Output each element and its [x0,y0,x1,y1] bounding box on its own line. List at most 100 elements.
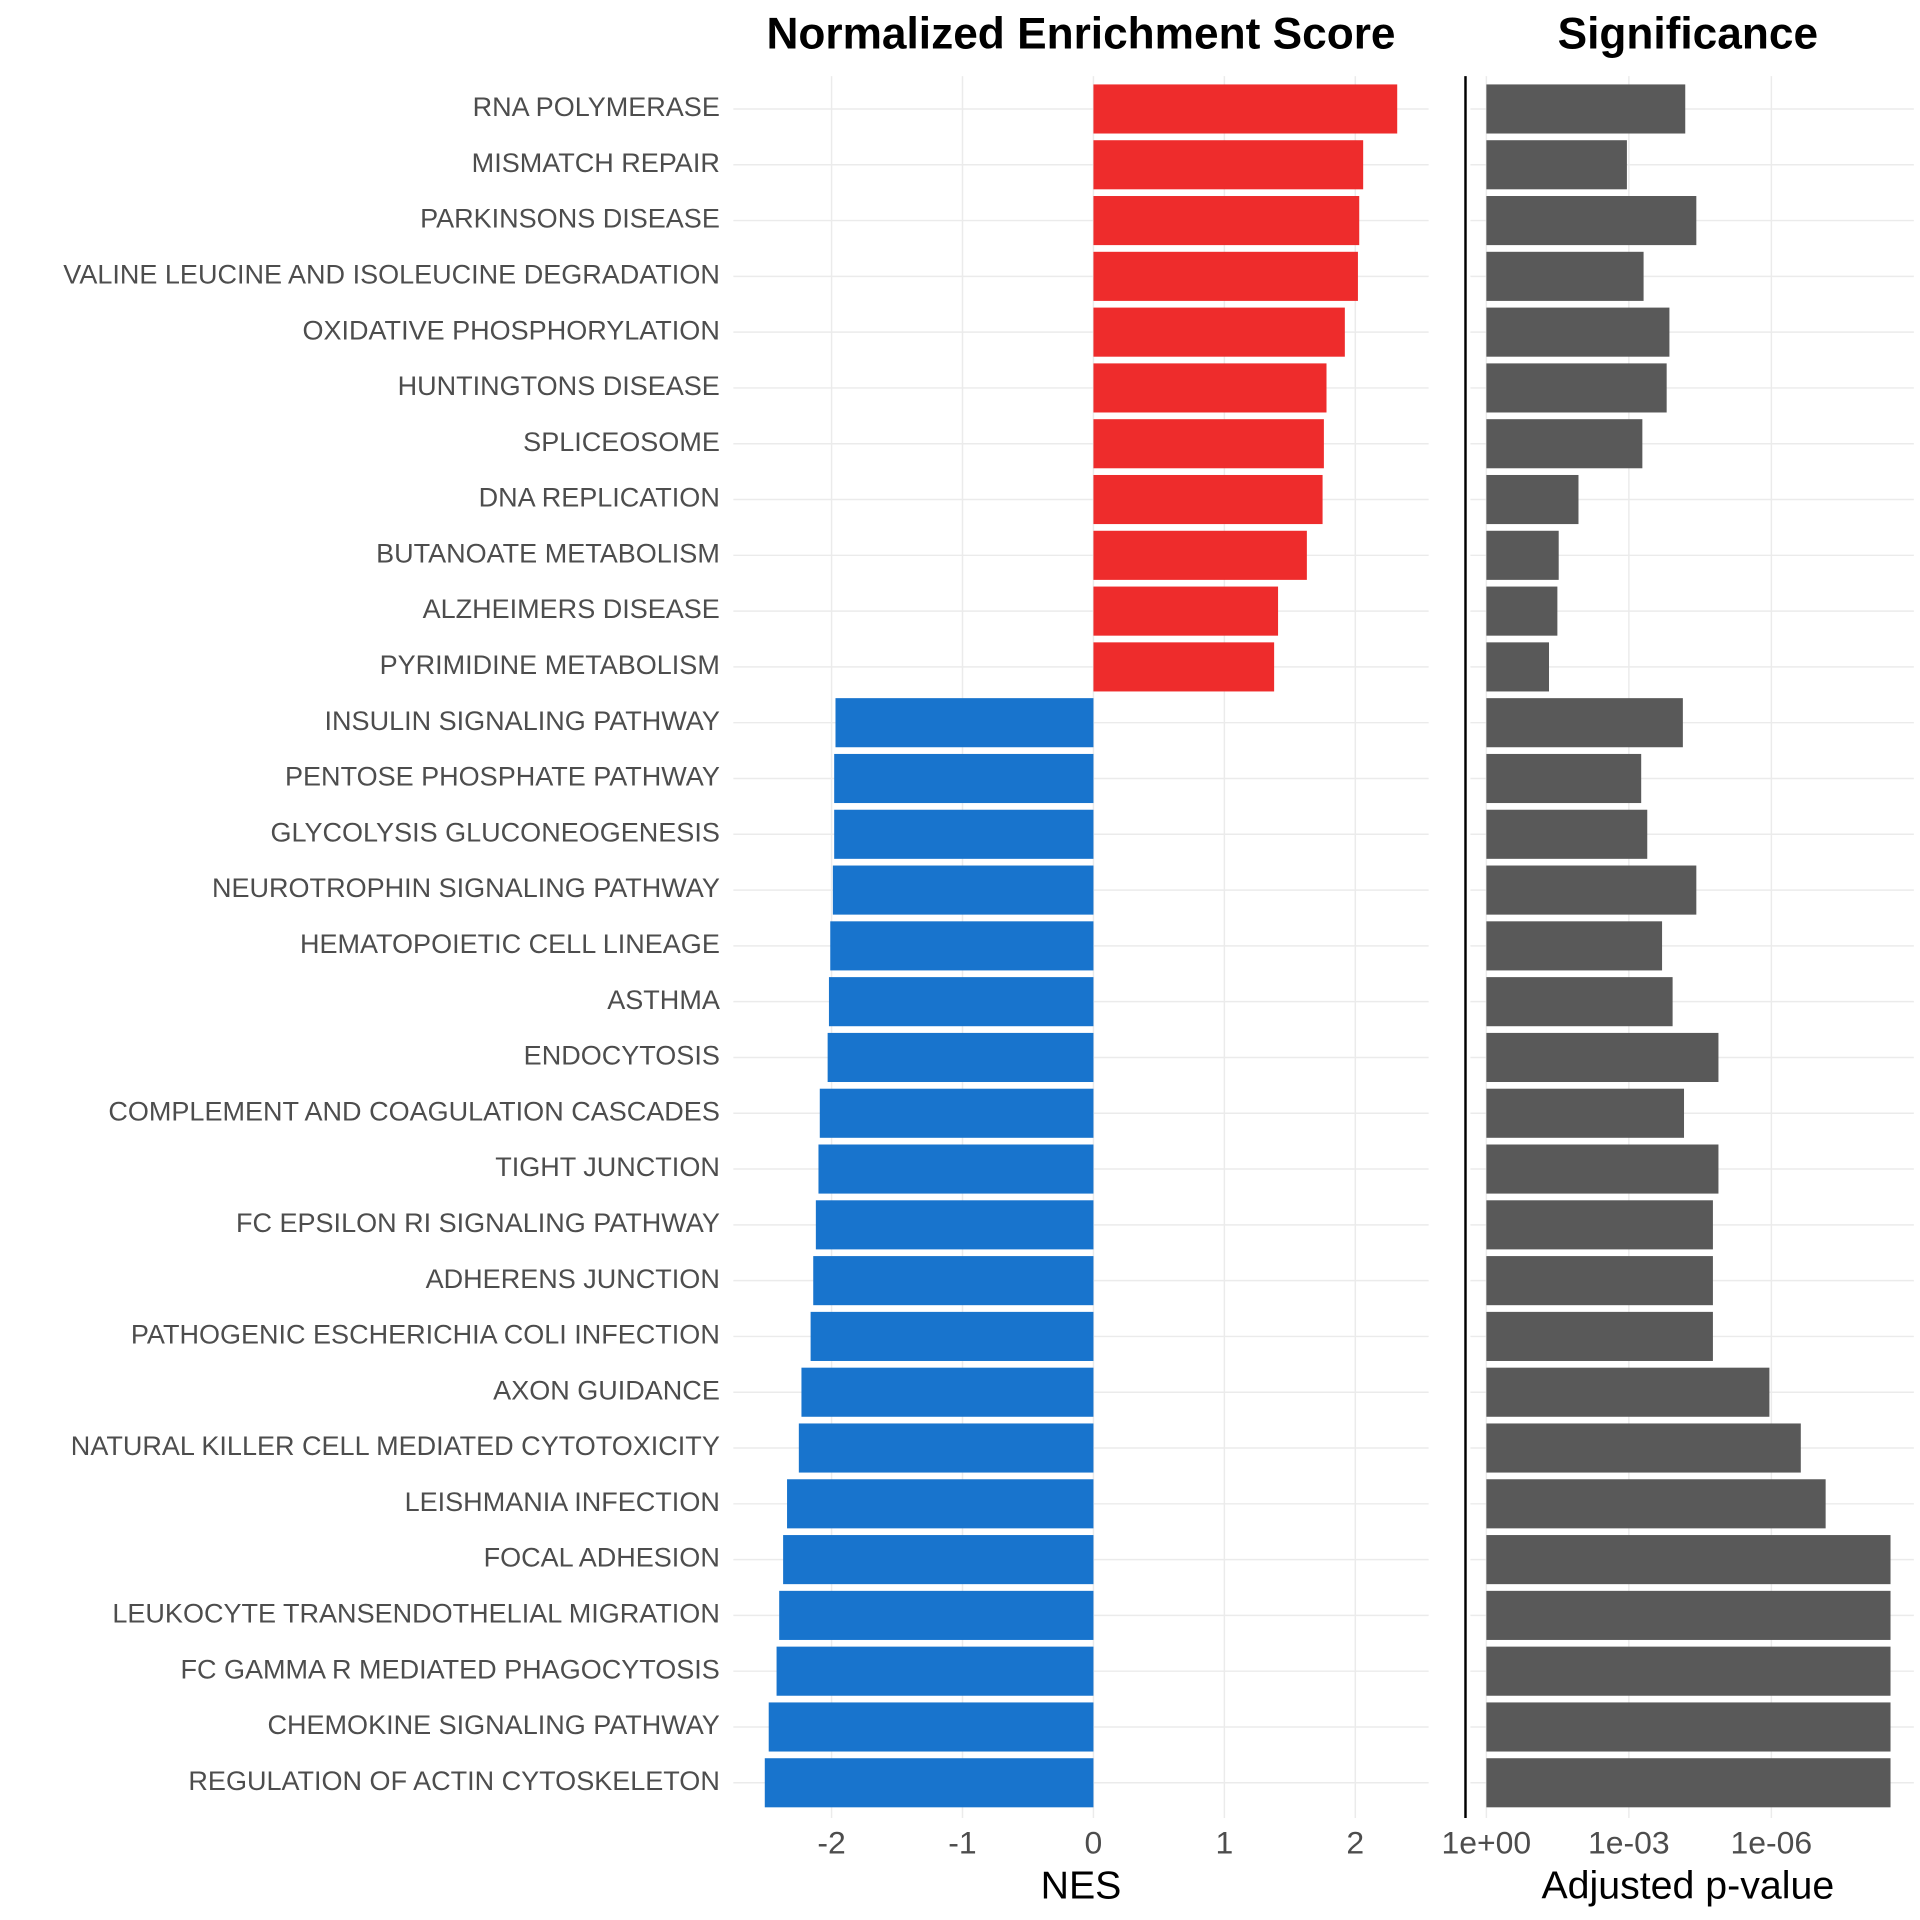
bar [810,1311,1094,1361]
chart-title: Normalized Enrichment Score [766,10,1395,59]
bar [1486,1200,1713,1250]
x-tick-label: 1e+00 [1442,1825,1532,1861]
bar [779,1590,1094,1640]
x-tick-label: 2 [1346,1825,1364,1861]
x-tick-label: 1 [1215,1825,1233,1861]
bar [1486,251,1644,301]
bar [828,977,1094,1027]
bar [1486,698,1683,748]
bar [1093,307,1345,357]
y-tick-label: RNA POLYMERASE [473,92,720,122]
y-tick-label: MISMATCH REPAIR [472,148,720,178]
bar [1093,419,1324,469]
bar [776,1646,1094,1696]
y-tick-label: PYRIMIDINE METABOLISM [380,650,720,680]
y-tick-label: BUTANOATE METABOLISM [376,538,720,568]
bar [1486,530,1559,580]
bar [1486,921,1663,971]
bar [813,1256,1094,1306]
y-tick-label: REGULATION OF ACTIN CYTOSKELETON [188,1766,719,1796]
y-tick-label: ASTHMA [607,985,720,1015]
x-tick-label: 1e-03 [1588,1825,1670,1861]
bar [1486,1702,1891,1752]
y-tick-label: AXON GUIDANCE [493,1375,720,1405]
bar [1486,1032,1719,1083]
y-tick-label: HUNTINGTONS DISEASE [398,371,720,401]
bar [819,1088,1094,1138]
bar [1486,977,1673,1027]
bar [1486,307,1670,357]
bar [832,865,1094,915]
bar [1486,363,1667,413]
bar [1093,140,1364,190]
bar [1093,642,1275,692]
x-tick-label: 1e-06 [1731,1825,1813,1861]
x-tick-label: -2 [817,1825,845,1861]
bar [1486,1590,1891,1640]
y-tick-label: TIGHT JUNCTION [495,1152,720,1182]
bar [834,809,1094,859]
bar [1486,1423,1801,1473]
y-tick-label: ENDOCYTOSIS [524,1041,720,1071]
y-tick-label: FOCAL ADHESION [484,1543,720,1573]
bar [1486,1758,1891,1808]
x-tick-label: -1 [948,1825,976,1861]
bar [1486,586,1558,636]
bar [1093,530,1307,580]
bar [1486,1479,1826,1529]
y-tick-label: PENTOSE PHOSPHATE PATHWAY [285,762,720,792]
bar [764,1758,1094,1808]
bar [1093,196,1360,246]
y-tick-label: LEISHMANIA INFECTION [405,1487,720,1517]
bar [783,1535,1094,1585]
bar [1486,1144,1719,1194]
bar [1093,586,1279,636]
bar [1486,1088,1685,1138]
bar [830,921,1094,971]
bar [827,1032,1094,1083]
bar [1486,196,1697,246]
bar [1093,474,1323,525]
y-tick-label: ADHERENS JUNCTION [426,1264,720,1294]
x-tick-label: 0 [1085,1825,1103,1861]
bar [1486,1367,1770,1417]
bar [768,1702,1094,1752]
bar [834,753,1094,804]
y-tick-label: SPLICEOSOME [523,427,720,457]
bar [1093,251,1358,301]
y-tick-label: INSULIN SIGNALING PATHWAY [325,706,720,736]
bar [1486,753,1642,804]
bar [1486,84,1686,134]
y-tick-label: FC GAMMA R MEDIATED PHAGOCYTOSIS [180,1654,719,1684]
bar [801,1367,1094,1417]
y-tick-label: PATHOGENIC ESCHERICHIA COLI INFECTION [131,1320,720,1350]
y-tick-label: ALZHEIMERS DISEASE [423,594,720,624]
y-tick-label: FC EPSILON RI SIGNALING PATHWAY [236,1208,720,1238]
bar [1486,1311,1713,1361]
bar [815,1200,1094,1250]
bar [1486,419,1643,469]
y-tick-label: CHEMOKINE SIGNALING PATHWAY [268,1710,720,1740]
y-tick-label: OXIDATIVE PHOSPHORYLATION [303,315,720,345]
bar [1093,84,1398,134]
bar [835,698,1094,748]
y-tick-label: NEUROTROPHIN SIGNALING PATHWAY [212,873,720,903]
x-axis-title: Adjusted p-value [1541,1863,1834,1907]
bar [1486,809,1648,859]
y-tick-label: HEMATOPOIETIC CELL LINEAGE [300,929,720,959]
x-axis-title: NES [1041,1863,1122,1907]
y-tick-label: DNA REPLICATION [479,483,720,513]
y-tick-label: COMPLEMENT AND COAGULATION CASCADES [108,1096,719,1126]
bar [798,1423,1094,1473]
bar [818,1144,1094,1194]
bar [1486,865,1697,915]
y-tick-label: LEUKOCYTE TRANSENDOTHELIAL MIGRATION [112,1599,719,1629]
bar [1486,1256,1713,1306]
bar [1486,642,1550,692]
y-tick-label: VALINE LEUCINE AND ISOLEUCINE DEGRADATIO… [63,259,720,289]
bar [1486,474,1579,525]
bar [1093,363,1327,413]
y-tick-label: NATURAL KILLER CELL MEDIATED CYTOTOXICIT… [71,1431,720,1461]
